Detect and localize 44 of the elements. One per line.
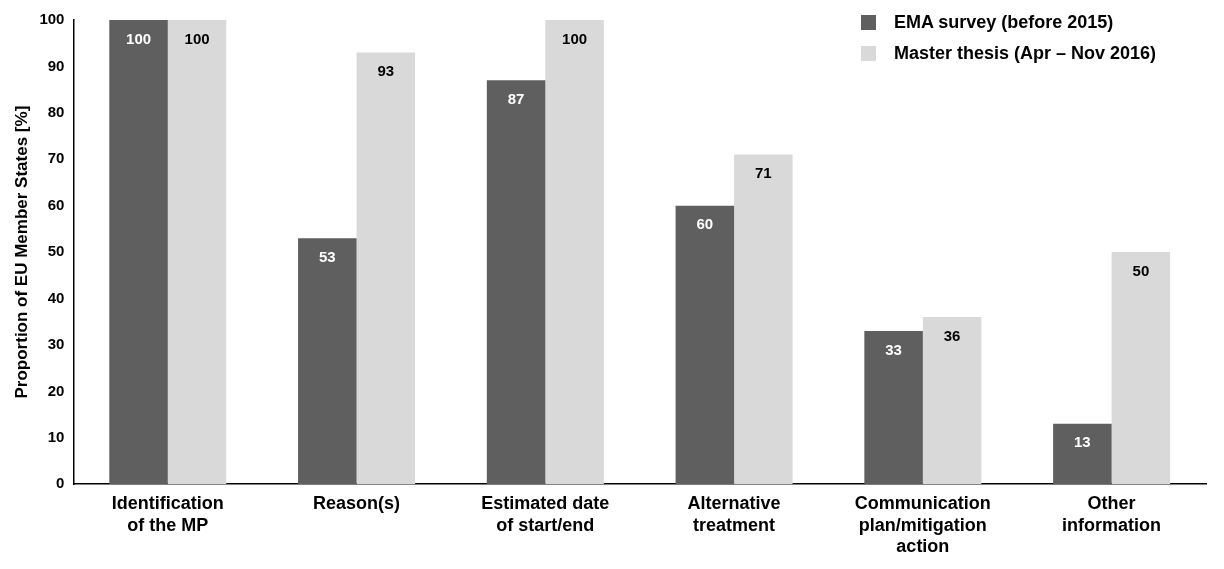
y-tick-label: 10 xyxy=(47,427,65,445)
y-tick-label: 100 xyxy=(39,10,65,28)
legend-label: Master thesis (Apr – Nov 2016) xyxy=(893,43,1156,64)
bar xyxy=(675,205,735,485)
legend-label: EMA survey (before 2015) xyxy=(893,12,1114,33)
x-tick-label: Estimated date of start/end xyxy=(481,492,610,535)
data-label: 13 xyxy=(1074,433,1091,451)
bar xyxy=(922,317,982,485)
y-tick-label: 40 xyxy=(47,288,65,306)
x-tick-label: Identification of the MP xyxy=(111,492,224,535)
y-axis-title: Proportion of EU Member States [%] xyxy=(11,105,31,399)
bar xyxy=(864,331,923,485)
y-tick-label: 0 xyxy=(56,474,65,492)
data-label: 33 xyxy=(885,340,902,358)
bar xyxy=(1111,252,1171,485)
y-tick-label: 70 xyxy=(47,149,65,167)
data-label: 36 xyxy=(943,326,961,344)
y-tick-label: 20 xyxy=(47,381,65,399)
data-label: 100 xyxy=(184,29,210,47)
x-tick-label: Communication plan/mitigation action xyxy=(854,492,991,557)
x-tick-label: Alternative treatment xyxy=(687,492,781,535)
bar xyxy=(167,20,227,485)
x-tick-label: Reason(s) xyxy=(313,492,401,513)
data-label: 53 xyxy=(318,247,336,265)
data-label: 93 xyxy=(377,62,395,80)
data-label: 100 xyxy=(126,29,152,47)
bar xyxy=(486,80,546,485)
bar xyxy=(298,238,357,485)
y-tick-label: 50 xyxy=(47,242,65,260)
bar xyxy=(356,52,416,485)
y-tick-label: 90 xyxy=(47,56,65,74)
bar xyxy=(545,20,604,485)
bar xyxy=(109,20,168,485)
data-label: 100 xyxy=(562,29,588,47)
data-label: 60 xyxy=(696,215,714,233)
y-tick-label: 60 xyxy=(47,195,65,213)
data-label: 87 xyxy=(507,89,525,107)
data-label: 71 xyxy=(755,164,772,182)
data-label: 50 xyxy=(1132,261,1150,279)
y-tick-label: 30 xyxy=(47,335,65,353)
bar xyxy=(734,154,793,485)
bar xyxy=(1053,423,1112,485)
y-tick-label: 80 xyxy=(47,102,65,120)
x-tick-label: Other information xyxy=(1062,492,1162,535)
